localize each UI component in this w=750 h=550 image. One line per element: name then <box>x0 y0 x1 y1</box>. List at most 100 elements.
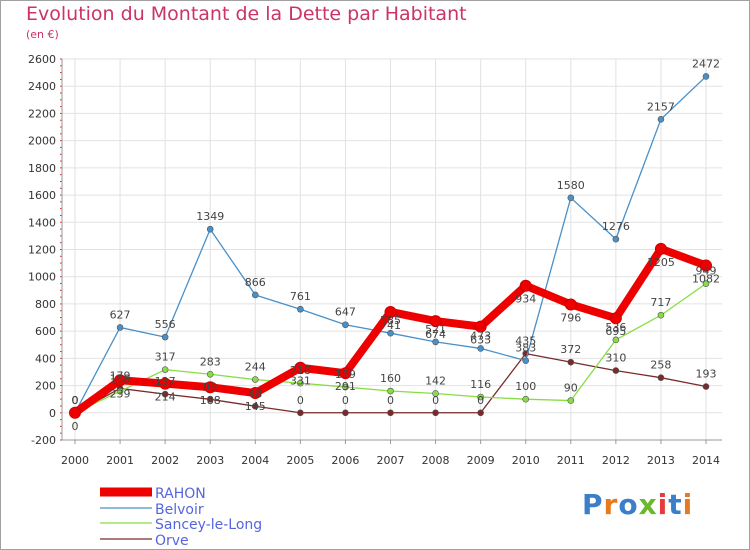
data-point <box>249 387 262 400</box>
data-point <box>477 345 484 352</box>
data-label: 291 <box>335 380 356 393</box>
data-point <box>702 73 710 80</box>
data-label: 674 <box>425 328 446 341</box>
data-label: 2472 <box>692 57 720 70</box>
data-label: 0 <box>72 394 79 407</box>
data-label: 0 <box>432 394 439 407</box>
logo-letter: i <box>657 488 669 521</box>
y-tick-label: 2200 <box>28 107 56 120</box>
data-point <box>342 409 349 417</box>
logo-letter: o <box>618 488 639 521</box>
data-label: 48 <box>248 387 262 400</box>
data-point <box>432 338 439 346</box>
x-tick-label: 2012 <box>602 454 630 467</box>
data-label: 796 <box>560 311 581 324</box>
data-point <box>612 367 620 374</box>
data-point <box>657 311 665 319</box>
data-point <box>339 367 352 380</box>
data-point <box>116 324 124 331</box>
data-point <box>474 320 487 333</box>
data-point <box>612 336 620 344</box>
data-point <box>251 402 259 410</box>
data-point <box>567 358 575 366</box>
y-tick-label: 400 <box>35 352 56 365</box>
data-point <box>297 379 304 387</box>
data-label: 1580 <box>557 179 585 192</box>
data-point <box>342 321 349 329</box>
data-label: 331 <box>290 375 311 388</box>
data-label: 0 <box>72 420 79 433</box>
data-label: 258 <box>650 359 671 372</box>
x-tick-label: 2008 <box>422 454 450 467</box>
data-point <box>206 370 214 378</box>
data-label: 0 <box>477 394 484 407</box>
data-point <box>342 383 349 391</box>
data-label: 1205 <box>647 256 675 269</box>
data-point <box>654 242 667 255</box>
x-tick-label: 2009 <box>467 454 495 467</box>
y-tick-label: 1800 <box>28 162 56 175</box>
data-label: 90 <box>564 382 578 395</box>
proxiti-logo: Proxiti <box>582 488 693 521</box>
data-label: 741 <box>380 319 401 332</box>
data-point <box>114 374 127 387</box>
data-point <box>429 315 442 328</box>
y-tick-label: 600 <box>35 325 56 338</box>
data-label: 158 <box>110 372 131 385</box>
data-point <box>159 377 172 390</box>
x-tick-label: 2000 <box>61 454 89 467</box>
data-label: 283 <box>200 355 221 368</box>
data-point <box>387 387 394 395</box>
x-tick-label: 2001 <box>106 454 134 467</box>
legend-label: Sancey-le-Long <box>155 517 262 533</box>
data-label: 585 <box>380 314 401 327</box>
data-point <box>161 333 169 341</box>
data-point <box>387 329 394 337</box>
data-point <box>564 298 577 311</box>
x-tick-label: 2010 <box>512 454 540 467</box>
data-point <box>702 383 710 390</box>
data-point <box>700 259 712 272</box>
data-point <box>384 305 397 318</box>
data-label: 556 <box>155 318 176 331</box>
data-label: 473 <box>470 329 491 342</box>
data-label: 0 <box>387 394 394 407</box>
data-point <box>297 305 304 313</box>
data-point <box>657 374 665 381</box>
data-point <box>297 409 304 417</box>
data-label: 189 <box>335 368 356 381</box>
data-point <box>612 235 620 243</box>
data-label: 145 <box>245 400 266 413</box>
data-point <box>522 395 530 403</box>
data-point <box>161 366 169 373</box>
y-tick-label: 0 <box>49 407 56 420</box>
data-label: 536 <box>605 321 626 334</box>
data-label: 116 <box>470 378 491 391</box>
data-label: 310 <box>605 352 626 365</box>
data-label: 717 <box>650 296 671 309</box>
y-tick-label: 1600 <box>28 189 56 202</box>
data-point <box>567 194 575 202</box>
data-label: 521 <box>425 323 446 336</box>
data-point <box>567 397 575 404</box>
data-label: 949 <box>696 265 717 278</box>
legend-label: Orve <box>155 533 189 549</box>
data-label: 179 <box>110 369 131 382</box>
data-label: 193 <box>696 368 717 381</box>
logo-letter: P <box>582 488 604 521</box>
data-label: 934 <box>515 293 536 306</box>
y-tick-label: 1000 <box>28 271 56 284</box>
y-tick-label: 1200 <box>28 244 56 257</box>
data-label: 866 <box>245 276 266 289</box>
data-point <box>702 280 710 287</box>
logo-letter: r <box>603 488 619 521</box>
data-label: 214 <box>155 391 176 404</box>
data-label: 218 <box>290 364 311 377</box>
data-point <box>161 390 169 398</box>
data-label: 0 <box>342 394 349 407</box>
x-tick-label: 2006 <box>331 454 359 467</box>
y-tick-label: 2400 <box>28 80 56 93</box>
data-label: 1082 <box>692 273 720 286</box>
x-tick-label: 2011 <box>557 454 585 467</box>
data-point <box>251 291 259 299</box>
